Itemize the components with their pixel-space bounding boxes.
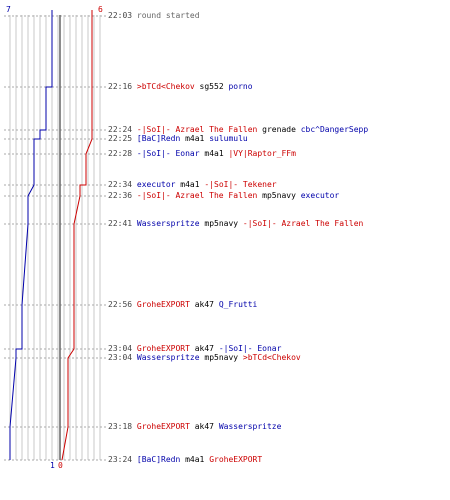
log-entry: 22:24 -|SoI|- Azrael The Fallen grenade … xyxy=(108,125,368,135)
red-team-survivor-line xyxy=(61,10,93,461)
victim-name: porno xyxy=(228,82,253,91)
victim-name: GroheEXPORT xyxy=(209,455,263,464)
log-entry: 22:34 executor m4a1 -|SoI|- Tekener xyxy=(108,180,277,190)
log-time: 23:24 xyxy=(108,455,133,464)
weapon-name: mp5navy xyxy=(204,353,239,362)
log-entry: 22:56 GroheEXPORT ak47 Q_Frutti xyxy=(108,300,257,310)
killer-name: >bTCd<Chekov xyxy=(136,82,195,91)
log-time: 22:56 xyxy=(108,300,133,309)
victim-name: executor xyxy=(300,191,340,200)
weapon-name: sg552 xyxy=(199,82,224,91)
log-time: 22:36 xyxy=(108,191,133,200)
killer-name: [BaC]Redn xyxy=(136,455,181,464)
weapon-name: mp5navy xyxy=(204,219,239,228)
log-time: 22:28 xyxy=(108,149,133,158)
weapon-name: ak47 xyxy=(194,344,214,353)
weapon-name: m4a1 xyxy=(180,180,200,189)
blue-start-count: 7 xyxy=(6,5,11,14)
log-time: 23:04 xyxy=(108,353,133,362)
blue-end-count: 1 xyxy=(50,461,55,470)
killer-name: -|SoI|- Eonar xyxy=(136,149,200,158)
victim-name: sulumulu xyxy=(209,134,248,143)
killer-name: executor xyxy=(136,180,176,189)
weapon-name: grenade xyxy=(262,125,296,134)
log-entry: 22:25 [BaC]Redn m4a1 sulumulu xyxy=(108,134,248,144)
log-entry: 22:03 round started xyxy=(108,11,200,21)
log-entry: 23:04 Wasserspritze mp5navy >bTCd<Chekov xyxy=(108,353,301,363)
victim-name: -|SoI|- Azrael The Fallen xyxy=(242,219,364,228)
blue-team-survivor-line xyxy=(9,10,53,460)
log-entry: 23:04 GroheEXPORT ak47 -|SoI|- Eonar xyxy=(108,344,281,354)
log-time: 22:34 xyxy=(108,180,133,189)
log-entry: 23:24 [BaC]Redn m4a1 GroheEXPORT xyxy=(108,455,262,465)
weapon-name: ak47 xyxy=(194,300,214,309)
victim-name: >bTCd<Chekov xyxy=(242,353,301,362)
red-end-count: 0 xyxy=(58,461,63,470)
weapon-name: ak47 xyxy=(194,422,214,431)
killer-name: [BaC]Redn xyxy=(136,134,181,143)
weapon-name: m4a1 xyxy=(185,455,205,464)
victim-name: Q_Frutti xyxy=(218,300,258,309)
log-time: 22:24 xyxy=(108,125,133,134)
log-time: 22:03 xyxy=(108,11,133,20)
victim-name: -|SoI|- Tekener xyxy=(204,180,277,189)
weapon-name: m4a1 xyxy=(185,134,205,143)
red-start-count: 6 xyxy=(98,5,103,14)
victim-name: -|SoI|- Eonar xyxy=(218,344,282,353)
log-time: 23:18 xyxy=(108,422,133,431)
log-entry: 22:16 >bTCd<Chekov sg552 porno xyxy=(108,82,253,92)
log-entry: 23:18 GroheEXPORT ak47 Wasserspritze xyxy=(108,422,281,432)
killer-name: -|SoI|- Azrael The Fallen xyxy=(136,191,258,200)
log-time: 22:25 xyxy=(108,134,133,143)
victim-name: Wasserspritze xyxy=(218,422,282,431)
log-time: 22:41 xyxy=(108,219,133,228)
event-dash-lines xyxy=(4,15,106,461)
killer-name: -|SoI|- Azrael The Fallen xyxy=(136,125,258,134)
log-entry: 22:28 -|SoI|- Eonar m4a1 |VY|Raptor_FFm xyxy=(108,149,296,159)
grid-lines xyxy=(9,15,101,460)
killer-name: Wasserspritze xyxy=(136,353,200,362)
log-message: round started xyxy=(136,11,200,20)
weapon-name: m4a1 xyxy=(204,149,224,158)
victim-name: cbc^DangerSepp xyxy=(300,125,369,134)
log-time: 22:16 xyxy=(108,82,133,91)
killer-name: GroheEXPORT xyxy=(136,422,190,431)
log-time: 23:04 xyxy=(108,344,133,353)
killer-name: GroheEXPORT xyxy=(136,344,190,353)
killer-name: GroheEXPORT xyxy=(136,300,190,309)
victim-name: |VY|Raptor_FFm xyxy=(228,149,296,158)
log-entry: 22:41 Wasserspritze mp5navy -|SoI|- Azra… xyxy=(108,219,363,229)
log-entry: 22:36 -|SoI|- Azrael The Fallen mp5navy … xyxy=(108,191,339,201)
killer-name: Wasserspritze xyxy=(136,219,200,228)
weapon-name: mp5navy xyxy=(262,191,296,200)
